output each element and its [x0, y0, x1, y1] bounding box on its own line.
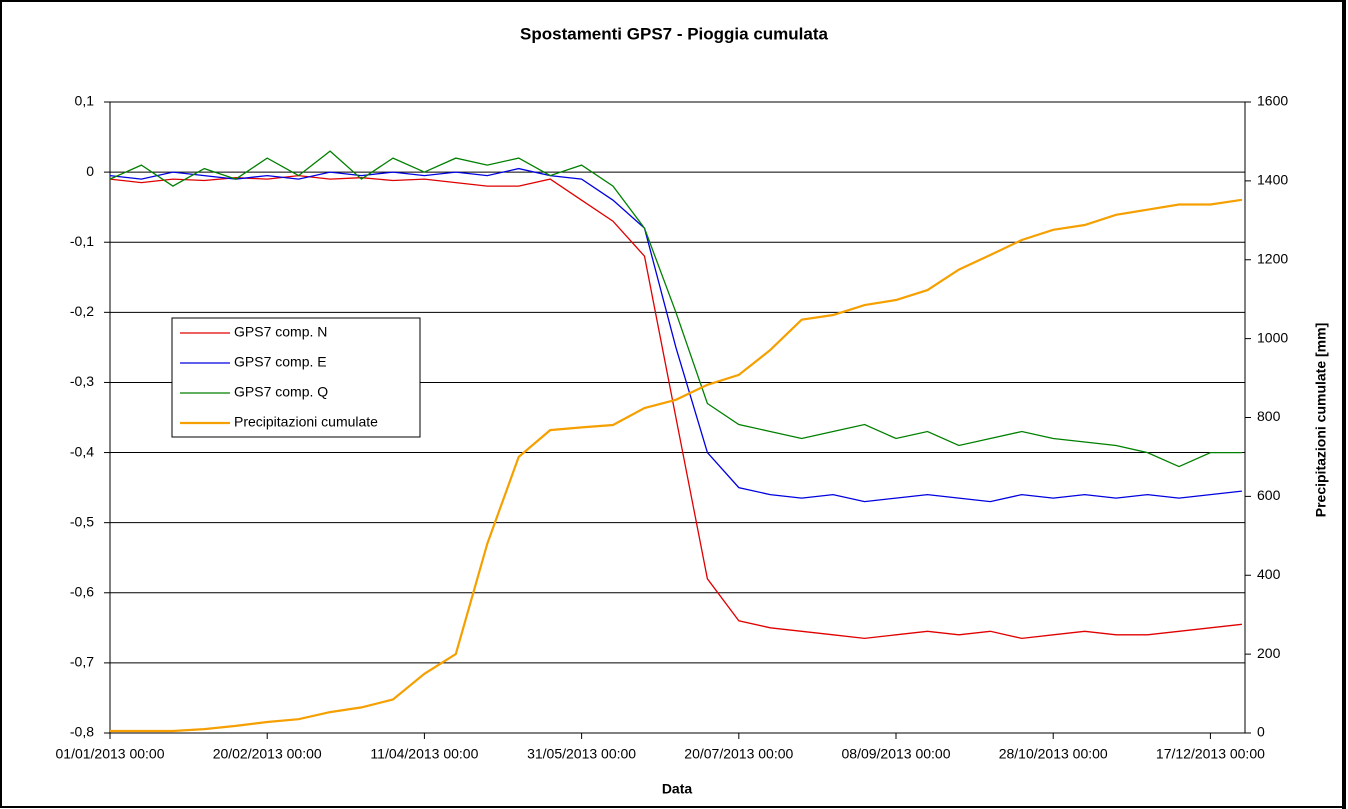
x-tick-label: 20/02/2013 00:00	[213, 746, 322, 762]
series-line	[109, 167, 1242, 503]
y-tick-label: -0,2	[70, 303, 94, 319]
chart-title: Spostamenti GPS7 - Pioggia cumulata	[520, 24, 828, 43]
y-tick-label: -0,8	[70, 724, 94, 740]
y-tick-label: -0,6	[70, 583, 94, 599]
legend-label: Precipitazioni cumulate	[234, 414, 378, 430]
y-tick-label: -0,4	[70, 443, 94, 459]
x-tick-label: 28/10/2013 00:00	[999, 746, 1108, 762]
legend-label: GPS7 comp. N	[234, 324, 327, 340]
y2-tick-label: 1200	[1257, 250, 1288, 266]
y-tick-label: -0,5	[70, 513, 94, 529]
y2-tick-label: 1400	[1257, 172, 1288, 188]
y2-axis-title: Precipitazioni cumulate [mm]	[1313, 323, 1329, 517]
y-tick-label: 0	[86, 163, 94, 179]
y-tick-label: -0,1	[70, 233, 94, 249]
series-line	[110, 198, 1243, 733]
x-tick-label: 17/12/2013 00:00	[1156, 746, 1265, 762]
y2-tick-label: 800	[1257, 408, 1281, 424]
x-axis-title: Data	[662, 781, 693, 797]
legend-label: GPS7 comp. E	[234, 354, 327, 370]
x-tick-label: 11/04/2013 00:00	[370, 746, 478, 762]
y2-tick-label: 0	[1257, 724, 1265, 740]
y2-tick-label: 200	[1257, 645, 1281, 661]
series-line	[109, 150, 1242, 468]
y-tick-label: 0,1	[75, 93, 95, 109]
x-tick-label: 08/09/2013 00:00	[842, 746, 951, 762]
x-tick-label: 01/01/2013 00:00	[56, 746, 165, 762]
y-tick-label: -0,3	[70, 373, 94, 389]
y2-tick-label: 600	[1257, 487, 1281, 503]
legend-label: GPS7 comp. Q	[234, 384, 328, 400]
y2-tick-label: 1600	[1257, 93, 1288, 109]
y-tick-label: -0,7	[70, 654, 94, 670]
y2-tick-label: 400	[1257, 566, 1281, 582]
legend-box	[171, 317, 421, 438]
x-tick-label: 20/07/2013 00:00	[684, 746, 793, 762]
y2-tick-label: 1000	[1257, 329, 1288, 345]
x-tick-label: 31/05/2013 00:00	[527, 746, 636, 762]
